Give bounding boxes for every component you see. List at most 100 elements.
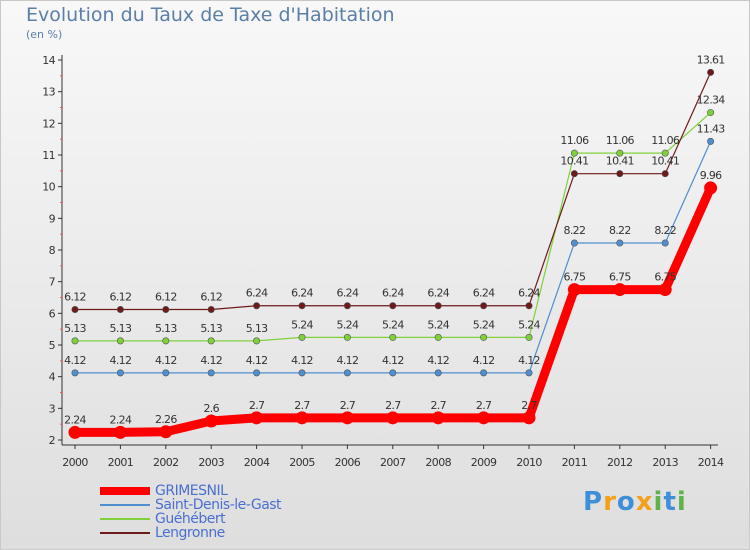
- data-label-lengronne: 6.12: [110, 291, 132, 304]
- logo-letter: o: [616, 487, 636, 517]
- data-label-saint-denis-le-gast: 4.12: [246, 354, 268, 367]
- data-label-saint-denis-le-gast: 11.43: [697, 122, 726, 135]
- data-point-guehebert: [480, 333, 488, 341]
- data-point-saint-denis-le-gast: [116, 369, 124, 377]
- data-point-saint-denis-le-gast: [525, 369, 533, 377]
- data-label-lengronne: 6.24: [518, 287, 540, 300]
- x-tick-label: 2002: [153, 456, 179, 469]
- data-label-grimesnil: 6.75: [609, 271, 631, 284]
- data-point-lengronne: [707, 68, 715, 76]
- data-point-lengronne: [71, 306, 79, 314]
- data-label-grimesnil: 2.7: [385, 399, 401, 412]
- legend-label-guehebert: Guéhébert: [155, 511, 226, 527]
- y-tick-label: 7: [49, 276, 56, 289]
- data-point-saint-denis-le-gast: [570, 239, 578, 247]
- data-label-grimesnil: 2.26: [155, 413, 177, 426]
- chart-legend: GRIMESNIL Saint-Denis-le-Gast Guéhébert Len…: [100, 483, 360, 541]
- data-label-grimesnil: 2.24: [110, 413, 132, 426]
- data-label-saint-denis-le-gast: 8.22: [654, 224, 676, 237]
- x-tick-label: 2013: [652, 456, 678, 469]
- x-tick-label: 2004: [244, 456, 270, 469]
- data-label-grimesnil: 2.7: [340, 399, 356, 412]
- y-tick-label: 5: [49, 339, 56, 352]
- data-label-lengronne: 6.24: [473, 287, 495, 300]
- legend-label-grimesnil: GRIMESNIL: [155, 483, 228, 499]
- data-label-lengronne: 6.24: [382, 287, 404, 300]
- data-label-guehebert: 5.13: [200, 322, 222, 335]
- data-point-guehebert: [116, 337, 124, 345]
- x-tick-label: 2010: [516, 456, 542, 469]
- data-point-guehebert: [207, 337, 215, 345]
- data-point-saint-denis-le-gast: [162, 369, 170, 377]
- data-label-lengronne: 10.41: [651, 155, 679, 168]
- data-point-lengronne: [207, 306, 215, 314]
- legend-item-lengronne: Lengronne: [100, 525, 360, 541]
- x-tick-label: 2001: [108, 456, 134, 469]
- data-point-lengronne: [480, 302, 488, 310]
- data-label-guehebert: 5.13: [246, 322, 268, 335]
- x-tick-label: 2014: [698, 456, 724, 469]
- data-point-saint-denis-le-gast: [71, 369, 79, 377]
- legend-swatch-lengronne: [100, 532, 150, 534]
- x-tick-label: 2000: [62, 456, 88, 469]
- data-label-lengronne: 6.12: [200, 291, 222, 304]
- data-point-guehebert: [343, 333, 351, 341]
- data-label-saint-denis-le-gast: 4.12: [337, 354, 359, 367]
- data-label-saint-denis-le-gast: 4.12: [110, 354, 132, 367]
- data-point-lengronne: [616, 170, 624, 178]
- data-point-grimesnil: [113, 425, 127, 439]
- chart-unit-label: (en %): [26, 28, 63, 41]
- data-point-grimesnil: [704, 181, 718, 195]
- data-point-lengronne: [661, 170, 669, 178]
- data-point-grimesnil: [658, 283, 672, 297]
- data-point-saint-denis-le-gast: [434, 369, 442, 377]
- data-label-lengronne: 6.24: [246, 287, 268, 300]
- data-label-grimesnil: 2.7: [476, 399, 492, 412]
- legend-item-guehebert: Guéhébert: [100, 511, 360, 527]
- y-tick-label: 6: [49, 307, 56, 320]
- data-point-saint-denis-le-gast: [480, 369, 488, 377]
- data-point-guehebert: [253, 337, 261, 345]
- data-point-guehebert: [661, 149, 669, 157]
- logo-letter: i: [653, 487, 664, 517]
- data-point-lengronne: [116, 306, 124, 314]
- data-point-lengronne: [162, 306, 170, 314]
- legend-label-lengronne: Lengronne: [155, 525, 225, 541]
- data-point-lengronne: [298, 302, 306, 310]
- data-point-saint-denis-le-gast: [343, 369, 351, 377]
- data-label-grimesnil: 6.75: [564, 271, 586, 284]
- data-label-saint-denis-le-gast: 4.12: [200, 354, 222, 367]
- data-point-lengronne: [525, 302, 533, 310]
- legend-label-saint-denis-le-gast: Saint-Denis-le-Gast: [155, 497, 282, 513]
- data-point-saint-denis-le-gast: [661, 239, 669, 247]
- data-label-saint-denis-le-gast: 4.12: [155, 354, 177, 367]
- data-point-guehebert: [434, 333, 442, 341]
- data-label-guehebert: 11.06: [560, 134, 589, 147]
- data-point-grimesnil: [295, 411, 309, 425]
- data-point-guehebert: [298, 333, 306, 341]
- logo-letter: t: [663, 487, 677, 517]
- data-label-guehebert: 5.24: [337, 318, 359, 331]
- y-tick-label: 10: [42, 181, 55, 194]
- data-label-guehebert: 5.24: [291, 318, 313, 331]
- data-label-guehebert: 12.34: [697, 94, 726, 107]
- data-point-grimesnil: [567, 283, 581, 297]
- legend-item-saint-denis-le-gast: Saint-Denis-le-Gast: [100, 497, 360, 513]
- data-point-saint-denis-le-gast: [207, 369, 215, 377]
- data-point-saint-denis-le-gast: [253, 369, 261, 377]
- data-point-guehebert: [570, 149, 578, 157]
- x-tick-label: 2007: [380, 456, 406, 469]
- x-tick-label: 2005: [289, 456, 315, 469]
- data-label-guehebert: 5.13: [64, 322, 86, 335]
- data-label-guehebert: 11.06: [606, 134, 635, 147]
- x-tick-label: 2008: [425, 456, 451, 469]
- data-point-lengronne: [570, 170, 578, 178]
- data-point-saint-denis-le-gast: [389, 369, 397, 377]
- data-label-saint-denis-le-gast: 4.12: [382, 354, 404, 367]
- data-label-lengronne: 13.61: [697, 53, 725, 66]
- data-label-grimesnil: 6.75: [654, 271, 676, 284]
- legend-item-grimesnil: GRIMESNIL: [100, 483, 360, 499]
- data-label-guehebert: 5.24: [473, 318, 495, 331]
- y-tick-label: 3: [49, 402, 56, 415]
